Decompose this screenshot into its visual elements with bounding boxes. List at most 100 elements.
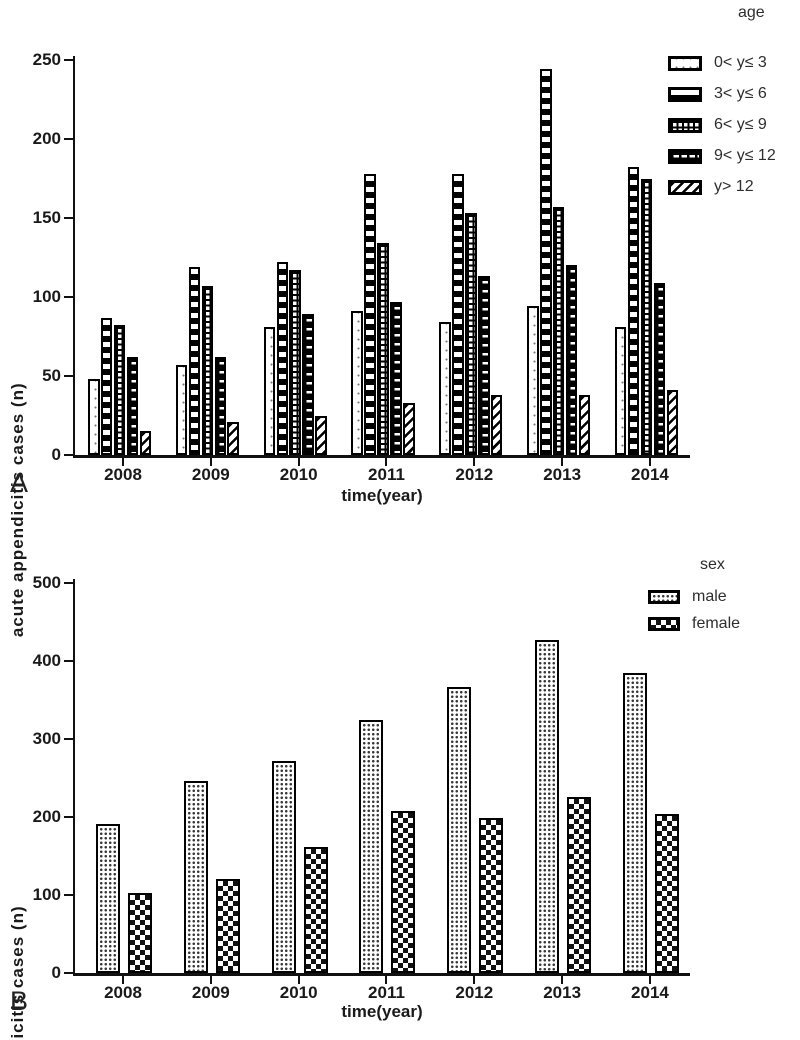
x-tick [561,976,564,984]
y-tick [64,894,73,896]
bar-2013-6<y≤9 [552,206,565,455]
y-tick-label: 0 [51,445,61,464]
x-tick [385,458,388,466]
x-tick-label: 2010 [279,465,318,484]
y-tick-label: 100 [32,287,61,306]
panel-b-x-axis-line [73,973,690,976]
legend-item-label: male [692,588,727,605]
bar-2011-9<y≤12 [390,301,402,455]
bar-2013-y>12 [578,394,591,455]
x-tick-label: 2011 [368,983,405,1002]
panel-a-legend-items: 0< y≤ 3 3< y≤ 6 6< y≤ 9 9< y≤ 12 y> 12 [668,54,800,196]
bar-2012-3<y≤6 [452,173,464,455]
x-tick-label: 2014 [631,983,669,1002]
bar-2008-male [96,824,120,973]
legend-swatch-icon [668,117,702,133]
y-tick [64,217,73,219]
y-tick-label: 200 [32,129,61,148]
y-tick [64,972,73,974]
y-tick-label: 500 [32,573,61,592]
bar-2009-male [183,781,208,973]
legend-swatch-icon [668,179,702,195]
bar-2011-male [359,719,384,973]
x-tick [122,976,124,984]
bar-2008-9<y≤12 [126,357,139,455]
x-tick [473,976,476,984]
legend-item-label: 9< y≤ 12 [714,147,776,164]
legend-swatch-icon [648,590,680,604]
panel-a-y-axis-title: acute appendicitis cases (n) [8,382,27,638]
bar-2008-0<y≤3 [88,379,100,455]
bar-2011-y>12 [403,402,415,455]
y-tick [64,738,73,740]
panel-b-x-axis-title: time(year) [341,1002,423,1021]
panel-b-legend: sex male female [648,556,798,642]
panel-b-legend-items: male female [648,588,798,633]
bar-2013-male [535,639,560,973]
bar-2009-female [215,879,240,973]
x-tick-label: 2008 [104,983,142,1002]
bar-2012-male [447,686,472,973]
bar-2010-3<y≤6 [276,262,289,455]
bar-2010-y>12 [315,415,327,455]
x-tick-label: 2012 [455,983,494,1002]
bar-2010-9<y≤12 [302,314,314,455]
x-tick [648,458,651,466]
bar-2014-male [622,673,647,973]
bar-2013-female [567,796,592,973]
panel-b-y-axis-title: acute appendicitis cases (n) [8,905,27,1040]
x-tick [561,458,564,466]
panel-a-legend-title: age [738,4,765,21]
legend-item-label: 3< y≤ 6 [714,85,767,102]
bar-2008-y>12 [139,431,152,455]
legend-item-y>12: y> 12 [668,178,800,196]
panel-b-plot-area: 0 100 200 300 400 500 2008 2009 2010 2011 2012 2013… [33,573,690,1002]
bar-2010-0<y≤3 [263,327,276,455]
bar-2014-3<y≤6 [627,167,640,455]
panel-a-x-axis-title: time(year) [341,486,423,505]
bar-2008-female [128,892,152,973]
bar-2014-female [654,813,679,973]
x-tick-label: 2008 [104,465,142,484]
panel-a-plot-area: 0 50 100 150 200 250 2008 2009 2010 2011 2012 2013 2… [33,50,690,484]
y-tick-label: 100 [32,885,61,904]
x-tick [648,976,651,984]
panel-a-x-axis-line [73,455,690,458]
bar-2012-9<y≤12 [478,276,490,455]
legend-item-label: 6< y≤ 9 [714,116,767,133]
bar-2013-3<y≤6 [540,69,552,455]
legend-swatch-icon [668,55,702,71]
x-tick [385,976,388,984]
bar-2012-female [479,817,504,973]
x-tick-label: 2010 [279,983,318,1002]
panel-b-legend-title: sex [700,556,725,573]
bar-2014-6<y≤9 [640,178,653,455]
legend-swatch-icon [668,86,702,102]
panel-a-y-axis-line [73,56,75,455]
bar-2014-9<y≤12 [653,282,666,455]
bar-2009-3<y≤6 [188,266,201,455]
bar-2012-y>12 [490,394,503,455]
bar-2010-male [271,760,296,973]
legend-item-label: 0< y≤ 3 [714,54,767,71]
x-tick-label: 2012 [455,465,494,484]
x-tick-label: 2009 [191,983,230,1002]
x-tick-label: 2009 [191,465,230,484]
x-tick-label: 2014 [631,465,669,484]
y-tick-label: 250 [32,50,61,69]
bar-2009-9<y≤12 [214,357,227,455]
y-tick [64,296,73,298]
y-tick-label: 50 [42,366,61,385]
x-tick [209,976,212,984]
x-tick [122,458,124,466]
legend-item-3<y≤6: 3< y≤ 6 [668,85,800,103]
y-tick-label: 0 [51,963,61,982]
legend-item-0<y≤3: 0< y≤ 3 [668,54,800,72]
bar-2011-female [391,810,416,973]
bar-2012-6<y≤9 [465,213,477,455]
x-tick-label: 2013 [543,465,582,484]
y-tick [64,660,73,662]
legend-item-9<y≤12: 9< y≤ 12 [668,147,800,165]
y-tick [64,816,73,818]
